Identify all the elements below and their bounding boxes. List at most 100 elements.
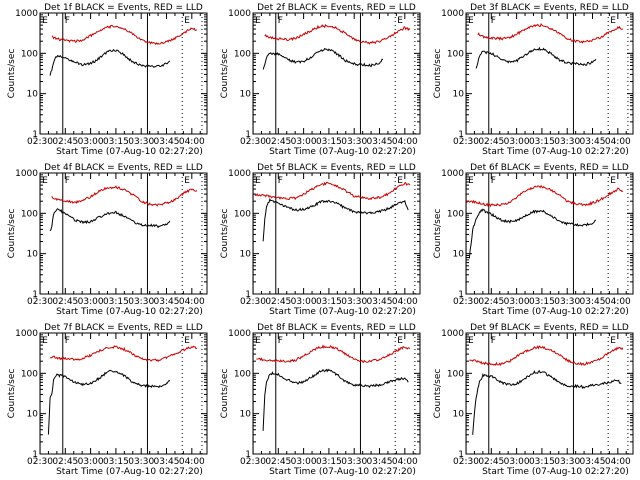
x-axis-label: Start Time (07-Aug-10 02:27:20): [56, 147, 203, 157]
x-axis-label: Start Time (07-Aug-10 02:27:20): [269, 467, 416, 477]
x-axis-label: Start Time (07-Aug-10 02:27:20): [482, 467, 629, 477]
x-tick-label: 03:30: [341, 457, 367, 467]
y-axis-label: Counts/sec: [7, 49, 17, 99]
x-tick-label: 02:45: [52, 297, 78, 307]
y-tick-label: 100: [447, 369, 464, 379]
y-tick-label: 1: [458, 450, 464, 460]
x-tick-label: 03:30: [341, 137, 367, 147]
flag-label: E: [468, 336, 474, 346]
x-tick-label: 03:15: [316, 297, 342, 307]
x-tick-label: 03:00: [291, 297, 317, 307]
x-tick-label: 03:30: [554, 457, 580, 467]
x-tick-label: 03:45: [154, 137, 180, 147]
y-tick-label: 1: [458, 130, 464, 140]
lld-series-line: [256, 344, 411, 363]
x-tick-label: 02:45: [478, 297, 504, 307]
events-series-line: [262, 368, 409, 431]
x-tick-label: 03:45: [367, 137, 393, 147]
x-tick-label: 03:15: [529, 137, 555, 147]
x-axis-label: Start Time (07-Aug-10 02:27:20): [269, 147, 416, 157]
y-tick-label: 100: [234, 209, 251, 219]
x-tick-label: 02:30: [453, 137, 479, 147]
y-tick-label: 10: [240, 90, 252, 100]
x-tick-label: 03:45: [154, 297, 180, 307]
x-tick-label: 04:00: [392, 297, 418, 307]
y-tick-label: 10: [453, 90, 465, 100]
flag-label: E: [184, 336, 190, 346]
flag-label: F: [491, 176, 496, 186]
chart-title: Det 4f BLACK = Events, RED = LLD: [44, 163, 203, 173]
x-tick-label: 03:30: [554, 297, 580, 307]
x-tick-label: 03:45: [580, 137, 606, 147]
x-axis-label: Start Time (07-Aug-10 02:27:20): [56, 307, 203, 317]
y-axis-label: Counts/sec: [433, 369, 443, 419]
y-tick-label: 10: [453, 250, 465, 260]
chart-title: Det 2f BLACK = Events, RED = LLD: [257, 3, 416, 13]
x-tick-label: 03:00: [78, 297, 104, 307]
x-tick-label: 03:00: [291, 137, 317, 147]
flag-label: E: [255, 176, 261, 186]
y-tick-label: 100: [234, 369, 251, 379]
chart-panel: Det 7f BLACK = Events, RED = LLD 1 10 100 10…: [7, 323, 208, 477]
lld-series-line: [465, 184, 624, 208]
x-tick-label: 03:00: [504, 137, 530, 147]
events-series-line: [468, 208, 597, 259]
chart-panel: Det 9f BLACK = Events, RED = LLD 1 10 100 10…: [433, 323, 634, 477]
y-tick-label: 1000: [441, 9, 464, 19]
x-tick-label: 03:00: [78, 137, 104, 147]
x-tick-label: 03:30: [128, 137, 154, 147]
flag-label: F: [491, 16, 496, 26]
lld-series-line: [50, 345, 198, 363]
flag-label: E: [397, 336, 403, 346]
y-tick-label: 1: [245, 130, 251, 140]
flag-label: E: [184, 176, 190, 186]
events-series-line: [472, 370, 622, 435]
x-tick-label: 03:15: [316, 457, 342, 467]
flag-label: F: [65, 176, 70, 186]
y-tick-label: 10: [240, 410, 252, 420]
events-series-line: [47, 369, 171, 435]
y-tick-label: 1000: [228, 169, 251, 179]
chart-title: Det 8f BLACK = Events, RED = LLD: [257, 323, 416, 333]
x-tick-label: 03:45: [580, 297, 606, 307]
y-tick-label: 1: [32, 290, 38, 300]
y-tick-label: 1: [245, 290, 251, 300]
flag-label: E: [468, 16, 474, 26]
x-tick-label: 03:00: [78, 457, 104, 467]
x-tick-label: 02:45: [478, 457, 504, 467]
y-tick-label: 100: [21, 369, 38, 379]
y-axis-label: Counts/sec: [7, 369, 17, 419]
y-tick-label: 100: [447, 209, 464, 219]
x-tick-label: 03:15: [529, 297, 555, 307]
y-tick-label: 1000: [15, 329, 38, 339]
x-tick-label: 03:30: [341, 297, 367, 307]
x-tick-label: 03:00: [504, 297, 530, 307]
y-axis-label: Counts/sec: [7, 209, 17, 259]
flag-label: F: [278, 176, 283, 186]
y-tick-label: 10: [27, 410, 39, 420]
x-tick-label: 03:30: [554, 137, 580, 147]
x-tick-label: 03:15: [103, 457, 129, 467]
x-tick-label: 04:00: [179, 457, 205, 467]
x-tick-label: 04:00: [392, 457, 418, 467]
x-tick-label: 02:30: [240, 457, 266, 467]
x-tick-label: 04:00: [392, 137, 418, 147]
events-series-line: [262, 197, 409, 242]
x-tick-label: 03:00: [504, 457, 530, 467]
x-tick-label: 03:15: [103, 137, 129, 147]
lld-series-line: [477, 22, 623, 44]
y-tick-label: 10: [27, 90, 39, 100]
x-tick-label: 03:15: [103, 297, 129, 307]
x-tick-label: 03:45: [367, 457, 393, 467]
flag-label: E: [184, 16, 190, 26]
chart-panel: Det 8f BLACK = Events, RED = LLD 1 10 100 10…: [220, 323, 421, 477]
x-tick-label: 02:45: [265, 297, 291, 307]
chart-title: Det 1f BLACK = Events, RED = LLD: [44, 3, 203, 13]
x-tick-label: 02:45: [265, 457, 291, 467]
x-tick-label: 04:00: [179, 297, 205, 307]
chart-title: Det 6f BLACK = Events, RED = LLD: [470, 163, 629, 173]
flag-label: F: [491, 336, 496, 346]
x-axis-label: Start Time (07-Aug-10 02:27:20): [482, 147, 629, 157]
x-tick-label: 03:30: [128, 457, 154, 467]
